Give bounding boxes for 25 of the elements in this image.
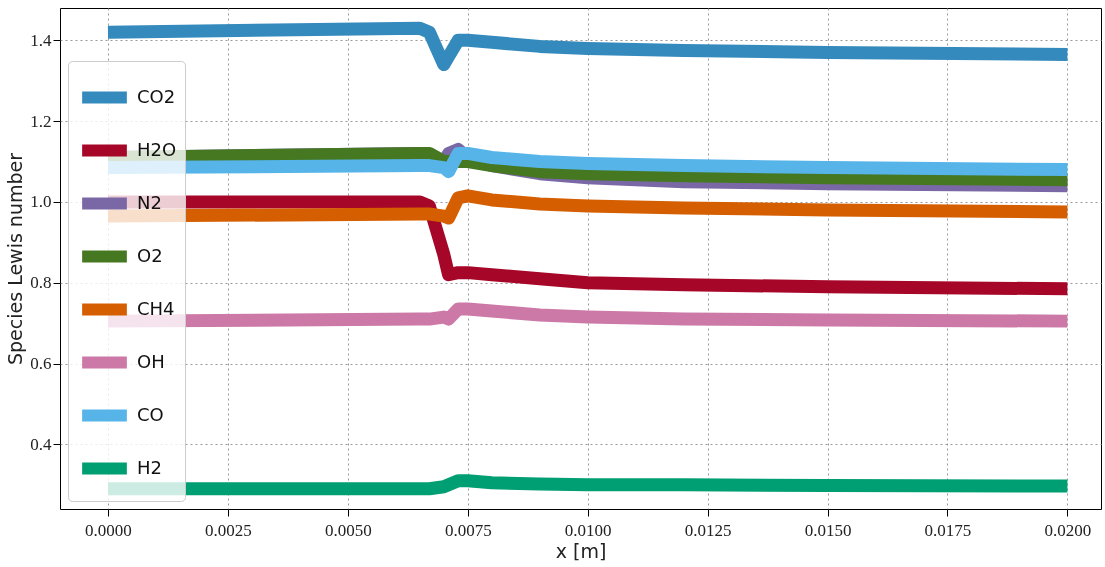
legend-label: CO — [137, 403, 164, 425]
y-axis-title: Species Lewis number — [4, 152, 27, 366]
x-tick-label: 0.0150 — [804, 520, 852, 540]
y-tick-label: 1.2 — [30, 111, 52, 131]
legend-label: CO2 — [137, 85, 176, 107]
x-tick-label: 0.0050 — [324, 520, 372, 540]
x-tick-label: 0.0075 — [444, 520, 492, 540]
x-axis-title: x [m] — [555, 539, 607, 562]
x-tick-label: 0.0200 — [1044, 520, 1092, 540]
x-tick-label: 0.0100 — [564, 520, 612, 540]
y-tick-label: 0.4 — [30, 434, 52, 454]
legend-label: N2 — [137, 191, 162, 213]
y-tick-label: 1.4 — [30, 30, 52, 50]
legend-label: H2 — [137, 456, 162, 478]
y-tick-label: 0.8 — [30, 273, 52, 293]
x-tick-label: 0.0025 — [205, 520, 252, 540]
legend-label: H2O — [137, 138, 177, 160]
x-tick-label: 0.0175 — [924, 520, 972, 540]
y-tick-label: 1.0 — [30, 192, 52, 212]
legend-label: OH — [137, 350, 165, 372]
legend-label: CH4 — [137, 297, 175, 319]
legend-label: O2 — [137, 244, 163, 266]
y-tick-label: 0.6 — [30, 354, 52, 374]
x-tick-label: 0.0000 — [85, 520, 132, 540]
x-tick-label: 0.0125 — [684, 520, 732, 540]
